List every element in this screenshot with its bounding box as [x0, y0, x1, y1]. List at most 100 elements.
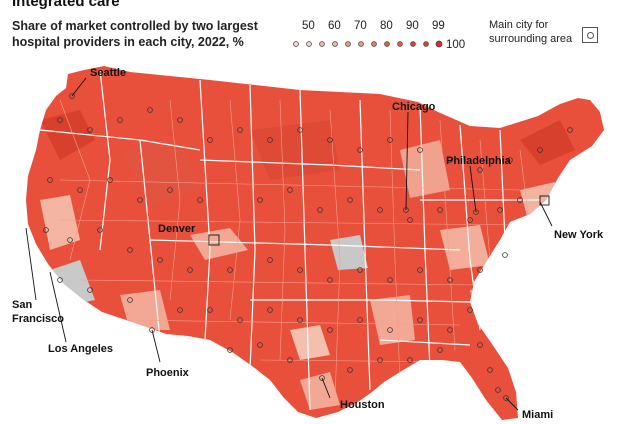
main-city-legend-line-2: surrounding area — [489, 33, 573, 45]
scale-dot — [397, 41, 403, 47]
region-patch — [50, 260, 95, 305]
city-label-los-angeles: Los Angeles — [48, 343, 113, 355]
city-marker — [137, 197, 143, 203]
city-marker — [317, 207, 323, 213]
scale-tick-label: 90 — [406, 20, 419, 32]
city-label-san-francisco-line-2: Francisco — [12, 313, 64, 325]
city-marker — [287, 187, 293, 193]
city-marker — [267, 307, 273, 313]
subtitle-line-2: hospital providers in each city, 2022, % — [12, 35, 244, 49]
scale-dot — [332, 41, 338, 47]
city-marker — [503, 395, 509, 401]
city-marker — [377, 207, 383, 213]
subtitle-line-1: Share of market controlled by two larges… — [12, 19, 258, 33]
city-marker — [447, 327, 453, 333]
city-marker — [297, 267, 303, 273]
region-patch — [290, 325, 330, 360]
denver-main-city-marker — [208, 234, 220, 246]
city-marker — [43, 227, 49, 233]
scale-dot — [358, 41, 364, 47]
city-label-houston: Houston — [340, 399, 385, 411]
scale-max-label: 100 — [446, 39, 465, 51]
chart-subtitle: Share of market controlled by two larges… — [12, 18, 282, 50]
scale-dots: 100 — [293, 39, 465, 51]
city-marker — [327, 277, 333, 283]
scale-tick-label: 70 — [354, 20, 367, 32]
city-label-san-francisco: San Francisco — [12, 299, 64, 325]
page-title: Integrated care — [12, 0, 120, 10]
newyork-main-city-marker — [539, 195, 550, 206]
city-marker — [267, 137, 273, 143]
city-label-phoenix: Phoenix — [146, 367, 190, 379]
city-marker — [177, 307, 183, 313]
us-landmass — [26, 66, 604, 420]
city-marker — [197, 197, 203, 203]
city-marker — [377, 357, 383, 363]
city-marker — [87, 287, 93, 293]
city-marker — [507, 157, 513, 163]
scale-dot — [371, 41, 377, 47]
city-marker — [487, 367, 493, 373]
region-patch — [330, 235, 368, 270]
main-city-marker-icon — [582, 27, 598, 43]
main-city-legend: Main city for surrounding area — [489, 18, 599, 46]
city-markers — [43, 93, 573, 401]
city-marker — [167, 187, 173, 193]
city-marker — [537, 147, 543, 153]
city-marker — [127, 247, 133, 253]
city-marker — [387, 327, 393, 333]
city-marker — [327, 137, 333, 143]
city-marker — [207, 137, 213, 143]
city-marker — [319, 375, 325, 381]
city-marker — [57, 117, 63, 123]
scale-tick-label: 50 — [302, 20, 315, 32]
city-marker — [287, 357, 293, 363]
city-marker — [437, 347, 443, 353]
city-marker — [177, 117, 183, 123]
city-marker — [67, 237, 73, 243]
city-marker — [257, 197, 263, 203]
scale-tick-label: 80 — [380, 20, 393, 32]
city-marker — [57, 277, 63, 283]
city-marker — [267, 257, 273, 263]
city-marker — [257, 342, 263, 348]
color-scale-legend: 50 60 70 80 90 99 100 — [288, 20, 478, 52]
scale-dot — [384, 41, 390, 47]
city-marker — [69, 93, 75, 99]
city-label-denver: Denver — [158, 223, 196, 235]
city-marker — [297, 127, 303, 133]
city-marker — [187, 267, 193, 273]
city-label-san-francisco-line-1: San — [12, 299, 32, 311]
city-marker — [227, 267, 233, 273]
city-marker — [387, 137, 393, 143]
region-patch — [440, 225, 490, 270]
city-marker — [407, 357, 413, 363]
main-city-legend-line-1: Main city for — [489, 19, 549, 31]
state-borders — [39, 69, 540, 411]
region-patch — [40, 195, 80, 250]
city-marker — [417, 267, 423, 273]
scale-dot — [293, 41, 299, 47]
leader-lines — [25, 77, 553, 411]
city-marker — [417, 317, 423, 323]
city-marker — [207, 307, 213, 313]
city-marker — [407, 217, 413, 223]
region-patch — [40, 110, 95, 160]
city-marker — [477, 267, 483, 273]
city-marker — [517, 197, 523, 203]
city-marker — [447, 277, 453, 283]
city-label-chicago: Chicago — [392, 101, 436, 113]
city-marker — [387, 277, 393, 283]
scale-dot — [345, 41, 351, 47]
city-marker — [357, 267, 363, 273]
city-label-miami: Miami — [522, 409, 553, 421]
city-marker — [157, 257, 163, 263]
city-marker — [117, 117, 123, 123]
city-marker — [347, 367, 353, 373]
region-patch — [520, 120, 575, 165]
scale-dot — [435, 40, 443, 48]
city-marker — [447, 157, 453, 163]
city-marker — [107, 177, 113, 183]
city-marker — [87, 127, 93, 133]
city-marker — [357, 147, 363, 153]
